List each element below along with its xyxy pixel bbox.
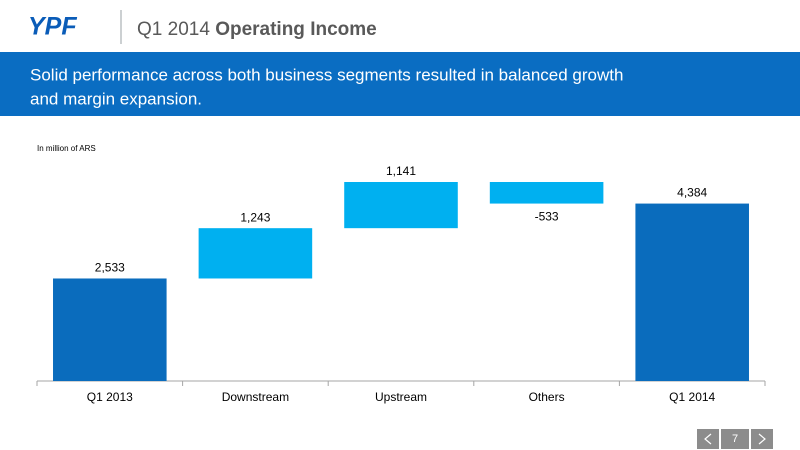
data-label: 1,141 bbox=[386, 164, 416, 178]
prev-button[interactable] bbox=[697, 429, 719, 449]
x-tick-label: Downstream bbox=[222, 390, 289, 404]
logo: YPF bbox=[28, 13, 77, 41]
next-button[interactable] bbox=[751, 429, 773, 449]
bar bbox=[198, 228, 313, 279]
bar bbox=[489, 182, 604, 204]
banner-line: Solid performance across both business s… bbox=[30, 65, 623, 84]
title-prefix: Q1 2014 bbox=[137, 19, 210, 40]
x-tick-label: Others bbox=[529, 390, 565, 404]
page-box bbox=[721, 429, 749, 449]
x-tick-label: Upstream bbox=[375, 390, 427, 404]
bar bbox=[344, 182, 458, 229]
bar bbox=[53, 278, 167, 381]
bar bbox=[635, 203, 749, 381]
x-tick-label: Q1 2013 bbox=[87, 390, 133, 404]
data-label: 2,533 bbox=[95, 261, 125, 275]
data-label: 4,384 bbox=[677, 186, 707, 200]
chart: 2,533 Q1 2013 1,243 Downstream 1,141 Upstream… bbox=[36, 164, 766, 404]
banner-line: and margin expansion. bbox=[30, 89, 202, 108]
title-main: Operating Income bbox=[215, 19, 377, 40]
slide-title: Q1 2014 Operating Income bbox=[137, 19, 377, 40]
data-label: -533 bbox=[535, 210, 559, 224]
prev-icon bbox=[704, 433, 712, 445]
x-tick-label: Q1 2014 bbox=[669, 390, 715, 404]
data-label: 1,243 bbox=[240, 210, 270, 224]
next-icon bbox=[758, 433, 766, 445]
banner bbox=[0, 52, 800, 116]
unit-note: In million of ARS bbox=[37, 144, 96, 153]
page-number: 7 bbox=[732, 433, 738, 445]
